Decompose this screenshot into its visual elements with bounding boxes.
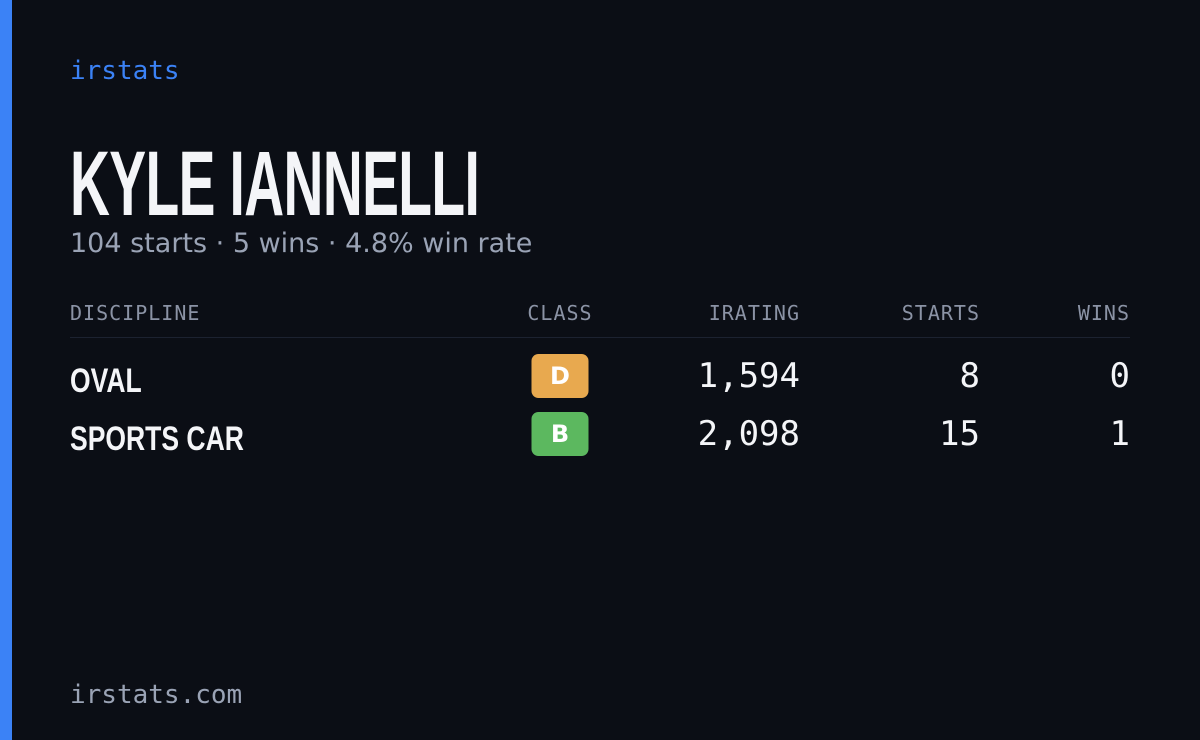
- column-header: WINS: [1077, 301, 1130, 325]
- stat-value: 15: [939, 414, 980, 454]
- class-badge: D: [531, 354, 589, 398]
- discipline: OVAL: [70, 362, 142, 400]
- stat-value: 8: [959, 356, 980, 396]
- column-header: IRATING: [708, 301, 800, 325]
- accent-bar: [0, 0, 12, 740]
- class-badge: B: [531, 412, 589, 456]
- stat-value: 1,594: [697, 356, 800, 396]
- footer: irstats.com: [70, 680, 243, 710]
- column-header: STARTS: [901, 301, 980, 325]
- driver-name: KYLE IANNELLI: [70, 133, 480, 235]
- stat-value: 2,098: [697, 414, 800, 454]
- brand: irstats: [70, 56, 180, 86]
- stat-value: 0: [1109, 356, 1130, 396]
- subtitle: 104 starts · 5 wins · 4.8% win rate: [70, 228, 533, 259]
- column-header: DISCIPLINE: [70, 301, 201, 325]
- column-header: CLASS: [527, 301, 593, 325]
- discipline: SPORTS CAR: [70, 420, 244, 458]
- stat-value: 1: [1109, 414, 1130, 454]
- header-rule: [70, 337, 1130, 338]
